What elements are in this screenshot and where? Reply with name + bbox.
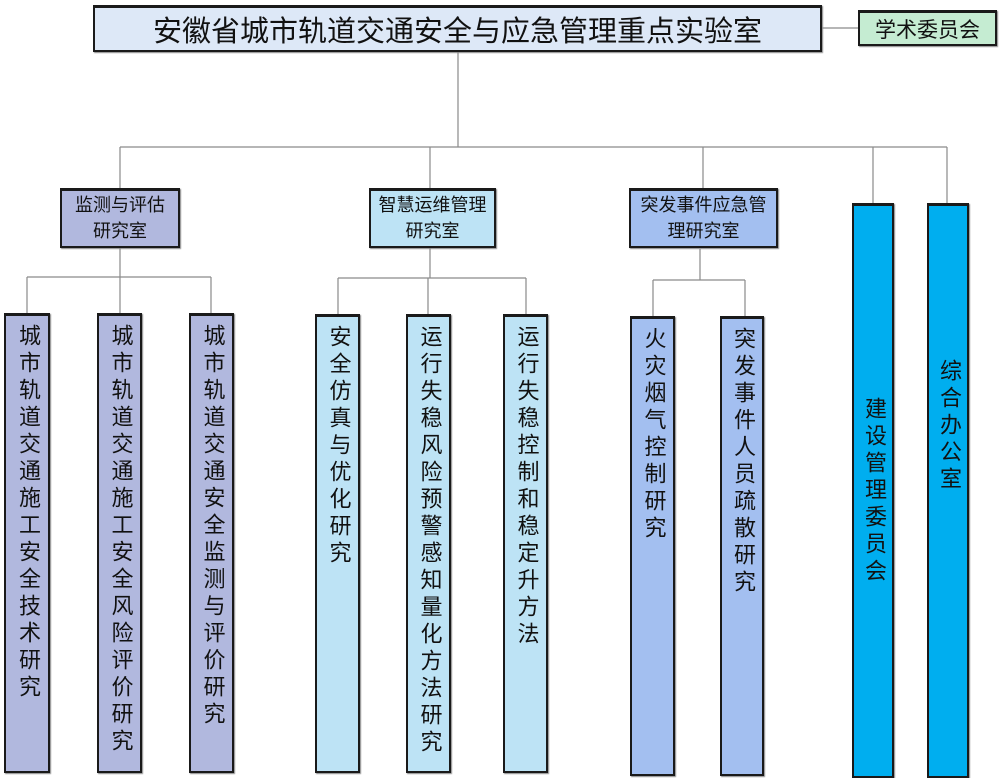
dept-monitoring-evaluation: 监测与评估研究室 bbox=[60, 188, 180, 248]
dept-emergency-management: 突发事件应急管理研究室 bbox=[629, 188, 778, 248]
connector-group2 bbox=[337, 248, 527, 314]
connector-group3 bbox=[652, 249, 746, 316]
unit-safety-monitoring: 城市轨道交通安全监测与评价研究 bbox=[189, 313, 234, 773]
lab-title: 安徽省城市轨道交通安全与应急管理重点实验室 bbox=[93, 5, 822, 52]
unit-construction-safety-tech: 城市轨道交通施工安全技术研究 bbox=[4, 313, 50, 773]
construction-management-committee: 建设管理委员会 bbox=[852, 203, 894, 778]
unit-fire-smoke-control: 火灾烟气控制研究 bbox=[630, 316, 675, 776]
connector-group1 bbox=[26, 248, 212, 313]
unit-instability-risk-warning: 运行失稳风险预警感知量化方法研究 bbox=[406, 314, 451, 773]
unit-construction-risk-evaluation: 城市轨道交通施工安全风险评价研究 bbox=[97, 313, 142, 773]
academic-committee: 学术委员会 bbox=[858, 10, 997, 46]
general-office: 综合办公室 bbox=[927, 203, 969, 778]
connector-root bbox=[119, 52, 948, 203]
unit-evacuation: 突发事件人员疏散研究 bbox=[720, 316, 764, 776]
dept-smart-operation: 智慧运维管理研究室 bbox=[369, 188, 496, 248]
unit-instability-control: 运行失稳控制和稳定升方法 bbox=[503, 314, 548, 773]
unit-safety-simulation: 安全仿真与优化研究 bbox=[315, 314, 360, 773]
